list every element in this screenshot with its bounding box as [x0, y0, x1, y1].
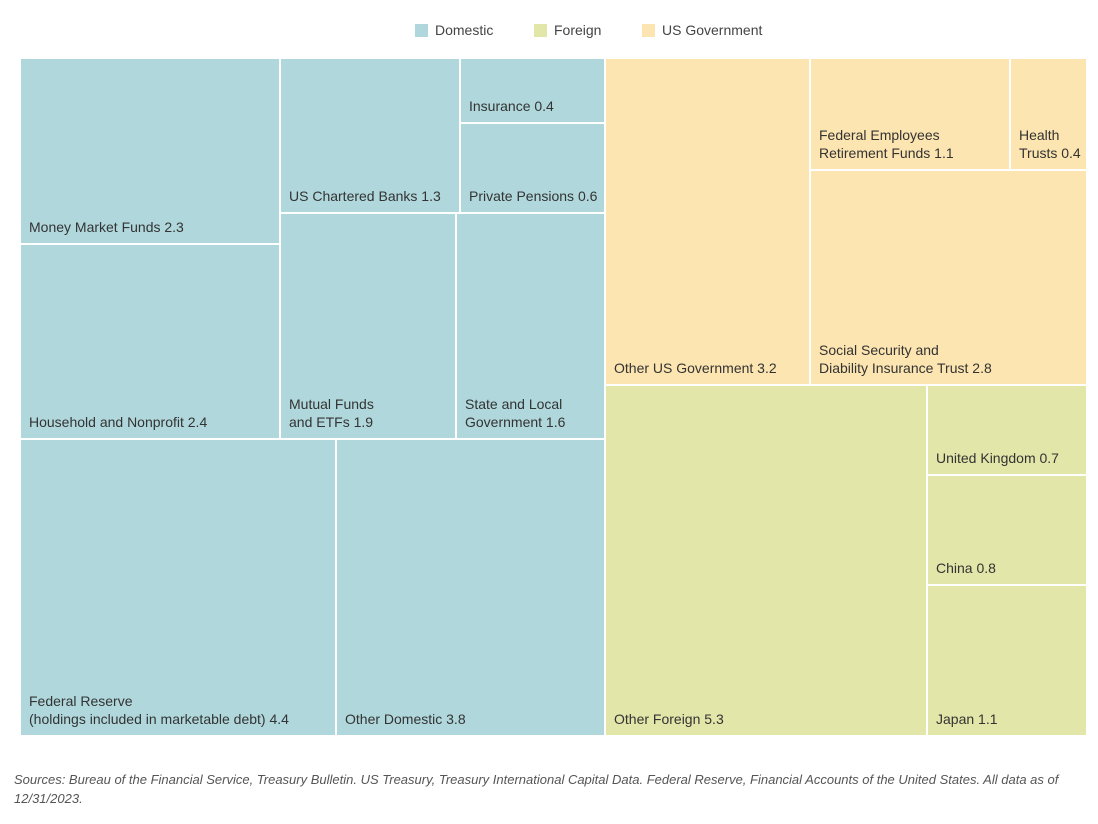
treemap-tile-us-chartered-banks: US Chartered Banks 1.3	[280, 58, 460, 213]
treemap-tile-label: Federal Reserve (holdings included in ma…	[29, 693, 289, 727]
treemap-tile-insurance: Insurance 0.4	[460, 58, 605, 123]
treemap-tile-federal-reserve-holdings-included-in-marketable-debt: Federal Reserve (holdings included in ma…	[20, 439, 336, 736]
treemap-tile-money-market-funds: Money Market Funds 2.3	[20, 58, 280, 244]
legend-label-us-government: US Government	[662, 22, 763, 38]
treemap-tile-china: China 0.8	[927, 475, 1087, 585]
legend-swatch-foreign	[534, 23, 547, 37]
treemap-tile-mutual-funds-and-etfs: Mutual Funds and ETFs 1.9	[280, 213, 456, 439]
treemap-tile-label: Insurance 0.4	[469, 98, 554, 114]
legend-item-us-government: US Government	[642, 22, 762, 38]
treemap-tile-label: Other Foreign 5.3	[614, 711, 724, 727]
treemap-tile-health-trusts: Health Trusts 0.4	[1010, 58, 1087, 170]
treemap-tile-other-us-government: Other US Government 3.2	[605, 58, 810, 385]
treemap-tile-label: Household and Nonprofit 2.4	[29, 414, 208, 430]
treemap-tile-label: State and Local Government 1.6	[465, 396, 566, 430]
treemap-tile-label: Money Market Funds 2.3	[29, 219, 184, 235]
treemap-tile-other-foreign: Other Foreign 5.3	[605, 385, 927, 736]
treemap-chart: Money Market Funds 2.3 Household and Nonp…	[20, 58, 1087, 736]
treemap-tile-japan: Japan 1.1	[927, 585, 1087, 736]
legend-item-domestic: Domestic	[415, 22, 493, 38]
source-note: Sources: Bureau of the Financial Service…	[14, 772, 1059, 806]
treemap-tile-label: Private Pensions 0.6	[469, 188, 598, 204]
treemap-tile-state-and-local-government: State and Local Government 1.6	[456, 213, 605, 439]
treemap-tile-label: Other US Government 3.2	[614, 360, 777, 376]
legend-label-foreign: Foreign	[554, 22, 602, 38]
legend-item-foreign: Foreign	[534, 22, 601, 38]
treemap-tile-label: Other Domestic 3.8	[345, 711, 466, 727]
treemap-tile-private-pensions: Private Pensions 0.6	[460, 123, 605, 213]
legend-swatch-domestic	[415, 23, 428, 37]
legend-swatch-us-government	[642, 23, 655, 37]
treemap-tile-label: Health Trusts 0.4	[1019, 127, 1081, 161]
treemap-tile-label: US Chartered Banks 1.3	[289, 188, 441, 204]
treemap-tile-household-and-nonprofit: Household and Nonprofit 2.4	[20, 244, 280, 439]
treemap-tile-other-domestic: Other Domestic 3.8	[336, 439, 605, 736]
treemap-tile-united-kingdom: United Kingdom 0.7	[927, 385, 1087, 475]
treemap-tile-label: Mutual Funds and ETFs 1.9	[289, 396, 374, 430]
chart-legend: Domestic Foreign US Government	[0, 22, 1098, 42]
legend-label-domestic: Domestic	[435, 22, 494, 38]
treemap-tile-label: Social Security and Diability Insurance …	[819, 342, 992, 376]
treemap-tile-label: Japan 1.1	[936, 711, 998, 727]
treemap-tile-label: United Kingdom 0.7	[936, 450, 1059, 466]
treemap-tile-label: Federal Employees Retirement Funds 1.1	[819, 127, 954, 161]
treemap-tile-social-security-and-diability-insurance-trust: Social Security and Diability Insurance …	[810, 170, 1087, 385]
treemap-tile-label: China 0.8	[936, 560, 996, 576]
treemap-tile-federal-employees-retirement-funds: Federal Employees Retirement Funds 1.1	[810, 58, 1010, 170]
